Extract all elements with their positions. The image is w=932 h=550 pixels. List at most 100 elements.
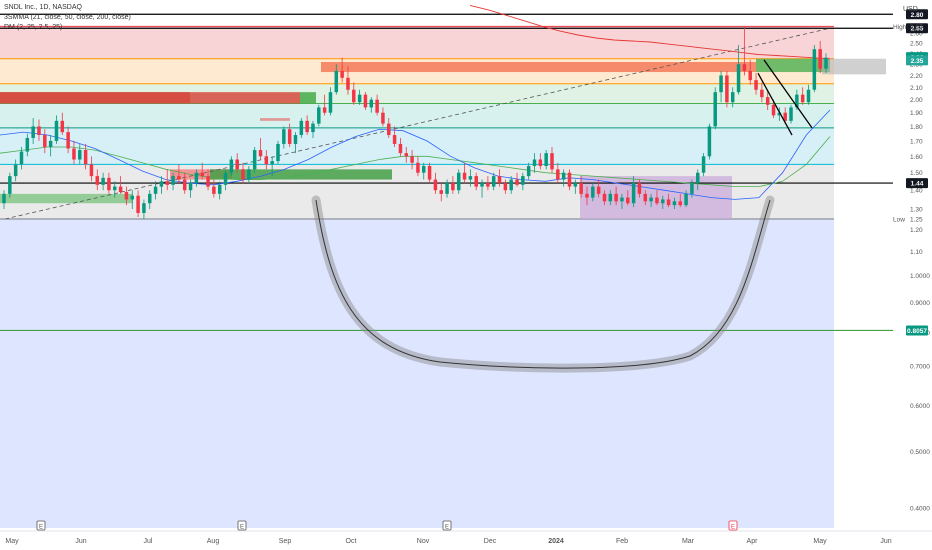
earnings-marker[interactable] (36, 520, 46, 531)
x-tick-label: Nov (417, 538, 430, 545)
candle-body (241, 169, 245, 180)
candle-body (695, 172, 700, 184)
price-axis-panel[interactable] (893, 0, 932, 550)
earnings-marker[interactable] (728, 520, 738, 531)
earnings-marker[interactable] (237, 520, 247, 531)
candle-body (742, 64, 747, 71)
cup-pattern-line (315, 199, 771, 369)
price-zone-box (300, 92, 316, 104)
candle-body (806, 89, 811, 103)
symbol-title: SNDL Inc., 1D, NASDAQ (4, 4, 82, 11)
candle-body (147, 193, 152, 204)
candle-body (352, 89, 356, 103)
candle-body (521, 176, 525, 185)
sma-200-line (469, 4, 831, 60)
y-tick-label: 1.40 (910, 188, 923, 195)
candle-body (130, 195, 135, 200)
candle-body (369, 99, 374, 108)
price-tag (906, 23, 928, 34)
candle-body (579, 183, 583, 194)
candle-body (754, 80, 758, 90)
candle-body (614, 193, 618, 202)
candle-body (462, 172, 467, 180)
candle-body (322, 107, 327, 113)
candle-body (818, 49, 822, 69)
candle-body (608, 193, 613, 202)
candle-body (672, 201, 677, 206)
candle-body (392, 135, 397, 144)
candle-body (252, 150, 257, 170)
indicator-dm-label[interactable]: DM (2, 25, 2.5, 25) (4, 24, 63, 31)
x-tick-label: Aug (207, 538, 220, 545)
candle-body (387, 123, 391, 136)
y-tick-label: 0.5000 (910, 449, 930, 456)
candle-body (159, 181, 164, 187)
candle-body (596, 186, 601, 194)
candle-body (153, 186, 158, 194)
candle-body (340, 70, 344, 78)
candle-body (89, 164, 94, 177)
price-tag (906, 9, 928, 20)
price-zone-box (756, 58, 830, 73)
candle-body (165, 181, 169, 185)
candle-body (217, 184, 222, 194)
candle-body (25, 137, 30, 152)
candle-body (171, 176, 175, 185)
candle-body (497, 176, 502, 184)
candle-body (468, 176, 473, 180)
price-tag (906, 178, 928, 189)
candle-body (678, 201, 683, 206)
candle-body (410, 156, 414, 163)
candle-body (730, 92, 735, 103)
candle-body (795, 94, 799, 108)
candle-body (445, 183, 449, 194)
price-zone-box (210, 169, 392, 180)
trend-line-dashed[interactable] (4, 27, 831, 220)
y-tick-label: 1.30 (910, 207, 923, 214)
candle-body (299, 120, 304, 136)
candle-body (690, 183, 694, 194)
x-tick-label: Feb (616, 538, 628, 545)
candle-body (235, 159, 239, 170)
range-high-value: 2.67 (910, 24, 923, 31)
candle-body (264, 156, 269, 165)
x-tick-label: May (813, 538, 827, 545)
range-low-value: 1.25 (910, 216, 923, 223)
candle-body (631, 183, 636, 204)
price-tag-value: 1.44 (911, 181, 924, 188)
candle-body (701, 156, 706, 173)
earnings-marker-label: E (240, 525, 244, 531)
earnings-marker[interactable] (442, 520, 452, 531)
candle-body (381, 112, 385, 124)
wedge-lower-line[interactable] (757, 72, 793, 136)
y-tick-label: 0.6000 (910, 403, 930, 410)
candle-body (550, 153, 554, 170)
candle-body (643, 193, 648, 202)
candle-body (783, 112, 787, 121)
price-tag (906, 55, 928, 66)
x-tick-label: Sep (279, 538, 292, 545)
price-zone-box (0, 92, 300, 104)
x-tick-label: Dec (484, 538, 497, 545)
indicator-sma-label[interactable]: 3SMMA (21, close, 50, close, 200, close) (4, 14, 131, 21)
candle-body (177, 176, 181, 180)
candle-body (113, 186, 117, 191)
candle-body (95, 176, 100, 185)
y-tick-label: 1.80 (910, 124, 923, 131)
y-tick-label: 1.10 (910, 249, 923, 256)
earnings-marker-label: E (445, 525, 449, 531)
candle-body (515, 179, 519, 185)
candle-body (293, 135, 298, 144)
candle-body (765, 97, 770, 105)
candle-body (661, 199, 665, 204)
wedge-upper-line[interactable] (763, 59, 813, 129)
candle-body (456, 172, 461, 191)
candle-body (573, 183, 578, 187)
candle-body (375, 99, 379, 113)
candle-body (491, 176, 496, 187)
candle-body (824, 57, 828, 69)
y-tick-label: 0.7000 (910, 364, 930, 371)
candle-body (561, 172, 566, 180)
y-tick-label: 2.20 (910, 73, 923, 80)
